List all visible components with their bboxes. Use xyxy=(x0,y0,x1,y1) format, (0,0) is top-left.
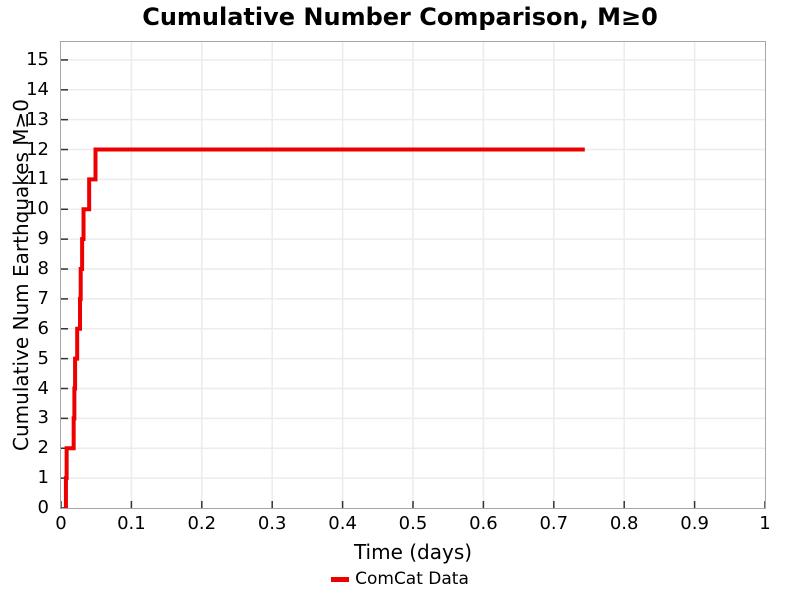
y-tick-label: 14 xyxy=(26,78,49,100)
y-tick-label: 3 xyxy=(37,407,49,429)
legend-line-swatch xyxy=(331,576,350,582)
x-tick-label: 0.3 xyxy=(257,513,287,534)
x-tick-label: 0.1 xyxy=(117,513,146,534)
y-tick-label: 1 xyxy=(37,467,49,489)
y-tick-label: 11 xyxy=(26,168,49,190)
x-tick-label: 0.9 xyxy=(680,513,709,534)
y-tick-label: 2 xyxy=(37,437,49,459)
x-tick-label: 0.5 xyxy=(398,513,428,534)
y-axis-label: Cumulative Num Earthquakes M≥0 xyxy=(9,99,33,451)
y-tick-label: 15 xyxy=(26,48,49,70)
x-tick-label: 0.4 xyxy=(328,513,357,534)
legend: ComCat Data xyxy=(0,569,800,589)
y-tick-label: 6 xyxy=(37,317,49,339)
x-tick-label: 1 xyxy=(759,513,771,534)
y-tick-label: 7 xyxy=(37,287,49,309)
y-tick-label: 5 xyxy=(37,347,49,369)
x-tick-label: 0.8 xyxy=(609,513,639,534)
series-line-comcat-data xyxy=(63,147,585,508)
legend-label: ComCat Data xyxy=(355,569,469,589)
y-tick-label: 8 xyxy=(37,258,49,280)
y-tick-label: 12 xyxy=(26,138,49,160)
x-tick-label: 0.2 xyxy=(187,513,217,534)
x-axis-label: Time (days) xyxy=(353,540,473,564)
chart-canvas xyxy=(60,41,765,508)
y-tick-label: 9 xyxy=(37,228,49,250)
x-tick-label: 0 xyxy=(55,513,67,534)
plot-area xyxy=(59,40,766,509)
y-tick-label: 0 xyxy=(37,497,49,518)
y-tick-label: 13 xyxy=(26,108,49,130)
chart-title: Cumulative Number Comparison, M≥0 xyxy=(142,3,658,31)
y-tick-label: 4 xyxy=(37,377,49,399)
x-tick-label: 0.7 xyxy=(539,513,569,534)
y-tick-label: 10 xyxy=(26,198,49,220)
x-tick-label: 0.6 xyxy=(469,513,498,534)
